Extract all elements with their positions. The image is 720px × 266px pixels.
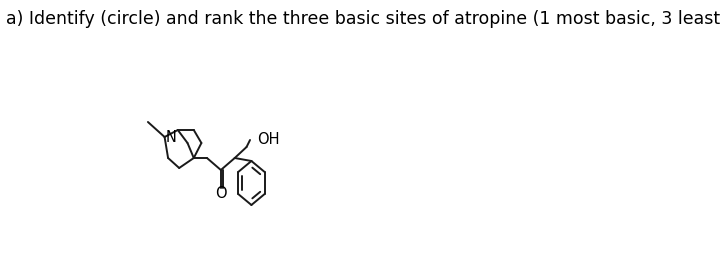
- Text: OH: OH: [257, 132, 279, 148]
- Text: N: N: [166, 130, 177, 144]
- Text: a) Identify (circle) and rank the three basic sites of atropine (1 most basic, 3: a) Identify (circle) and rank the three …: [6, 10, 720, 28]
- Text: O: O: [215, 185, 227, 201]
